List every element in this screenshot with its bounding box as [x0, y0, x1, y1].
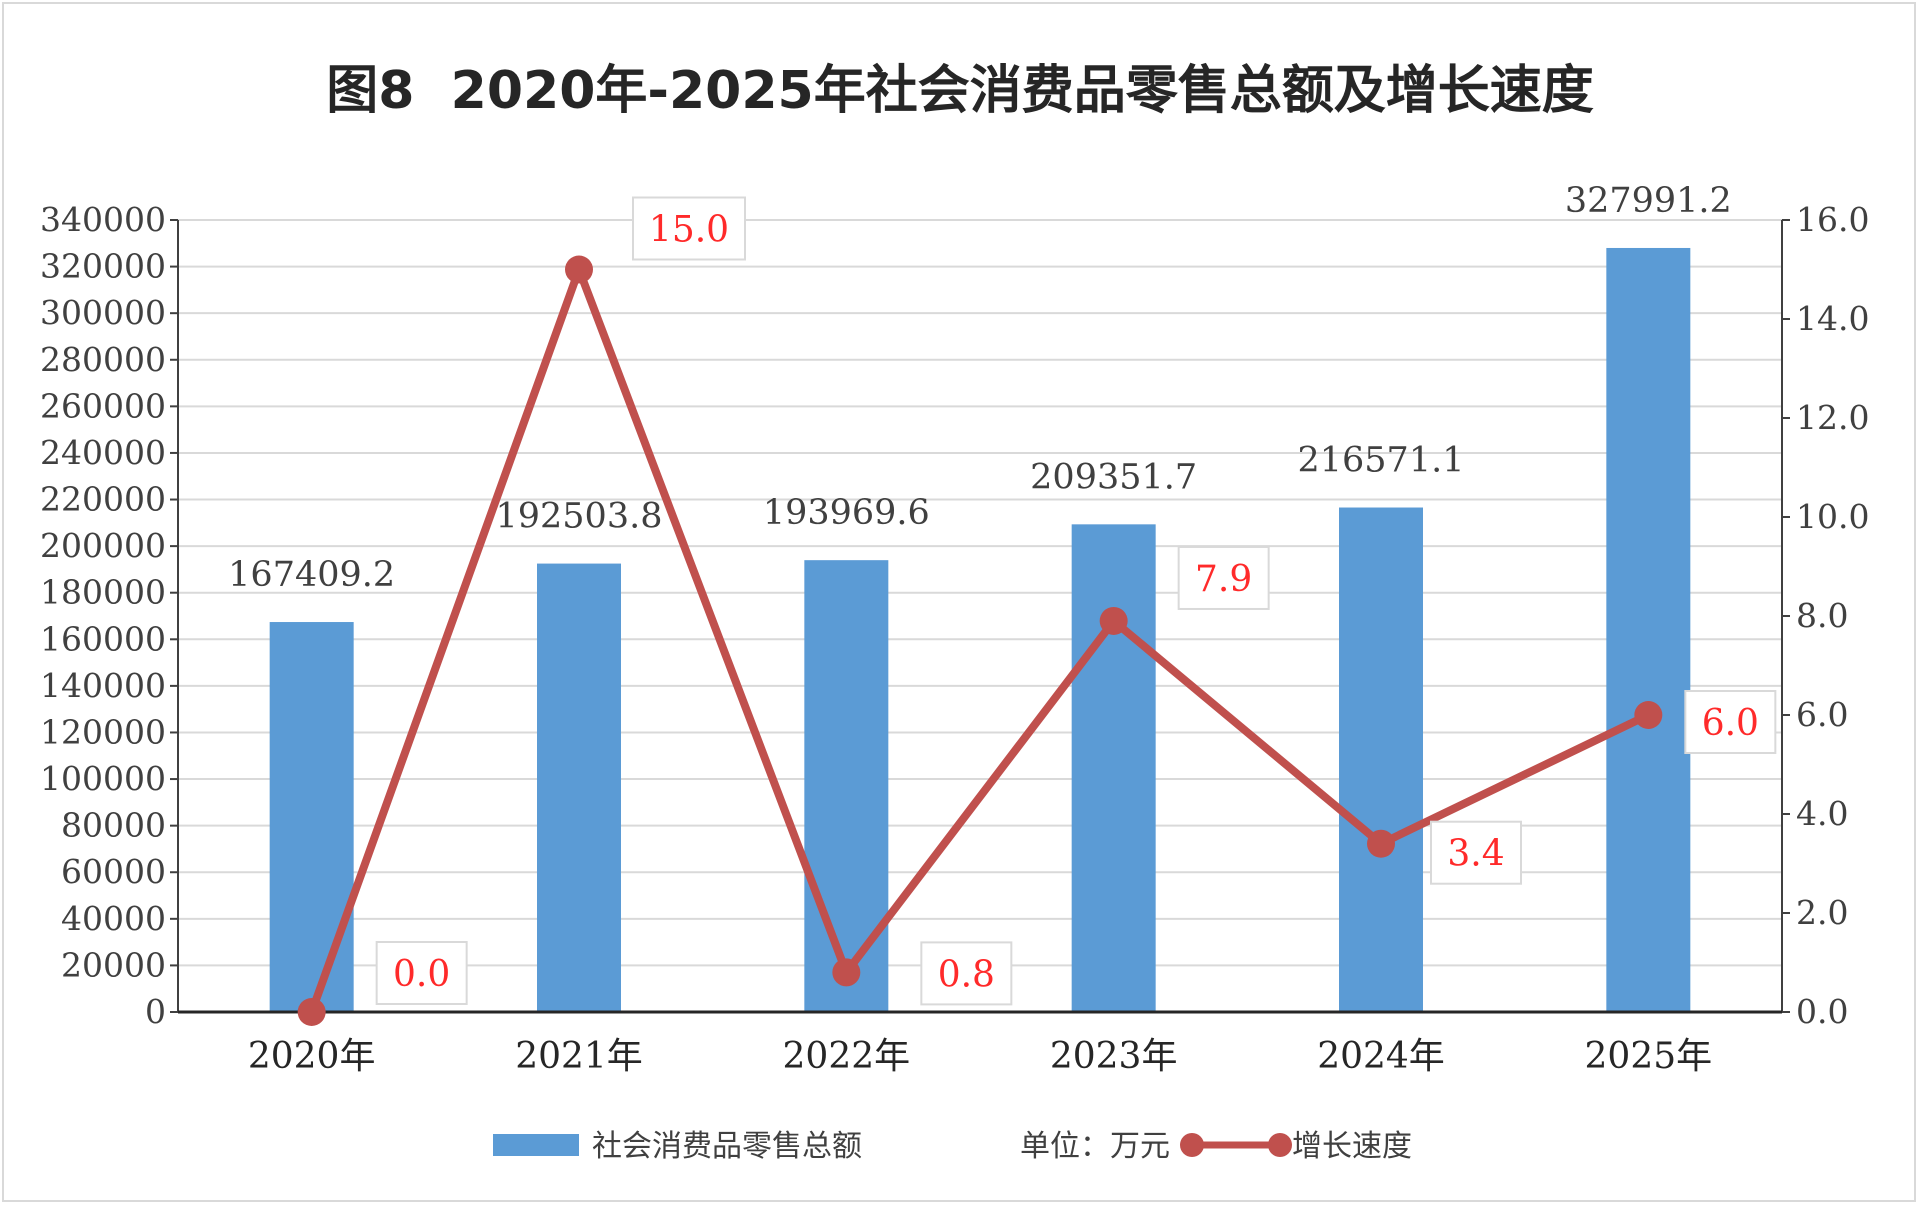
right-axis-tick-label: 8.0 [1796, 596, 1848, 635]
category-label: 2020年 [248, 1036, 376, 1077]
growth-label-box [1430, 820, 1522, 885]
right-axis-tick-label: 4.0 [1796, 794, 1848, 833]
left-axis-tick-label: 100000 [40, 759, 166, 798]
unit-text: 单位：万元 [1020, 1129, 1170, 1164]
right-axis-tick-label: 16.0 [1796, 200, 1869, 239]
left-axis-tick-label: 260000 [40, 386, 166, 425]
bar [1071, 524, 1156, 1012]
right-axis-tick-label: 0.0 [1796, 992, 1848, 1031]
left-axis-tick-label: 340000 [40, 200, 166, 239]
bar [1606, 247, 1691, 1012]
bar-series [269, 247, 1691, 1012]
line-series [297, 255, 1663, 1026]
growth-point [1634, 701, 1663, 729]
axes [170, 219, 1790, 1014]
legend-line-marker-right [1268, 1133, 1292, 1157]
legend: 社会消费品零售总额 单位：万元 增长速度 [493, 1129, 1412, 1164]
left-axis-tick-label: 60000 [61, 852, 166, 891]
left-axis-ticks: 0 20000 40000 60000 80000 100000 120000 140000 1… [40, 200, 166, 1031]
bar [269, 622, 354, 1012]
growth-data-label: 0.8 [938, 954, 995, 995]
growth-data-label: 7.9 [1195, 559, 1252, 600]
legend-bar-label: 社会消费品零售总额 [592, 1129, 862, 1164]
growth-point [297, 998, 326, 1026]
bar [804, 560, 889, 1012]
gridlines [178, 219, 1782, 967]
growth-point [1099, 606, 1128, 635]
right-axis-tick-label: 14.0 [1796, 299, 1869, 338]
left-axis-tick-label: 300000 [40, 293, 166, 332]
bar-data-label: 209351.7 [1030, 457, 1197, 497]
growth-data-label: 15.0 [649, 210, 729, 251]
category-axis-labels: 2020年 2021年 2022年 2023年 2024年 2025年 [248, 1036, 1712, 1077]
chart-title: 图8 2020年-2025年社会消费品零售总额及增长速度 [326, 61, 1594, 121]
left-axis-tick-label: 240000 [40, 433, 166, 472]
bar [537, 563, 621, 1012]
left-axis-tick-label: 120000 [40, 712, 166, 751]
category-label: 2025年 [1585, 1036, 1713, 1077]
bar-data-label: 193969.6 [763, 493, 930, 533]
legend-bar-swatch [493, 1134, 579, 1156]
left-axis-tick-label: 0 [145, 992, 166, 1031]
line-data-labels: 0.0 15.0 0.8 7.9 3.4 6.0 [375, 196, 1777, 1006]
bar-data-labels: 167409.2 192503.8 193969.6 209351.7 216571.1… [228, 181, 1732, 595]
bar-data-label: 327991.2 [1565, 181, 1732, 221]
left-axis-tick-label: 200000 [40, 526, 166, 565]
bar [1339, 507, 1423, 1012]
right-axis-tick-label: 10.0 [1796, 497, 1869, 536]
right-axis-tick-label: 2.0 [1796, 893, 1848, 932]
growth-label-box [1684, 690, 1777, 754]
bar-data-label: 192503.8 [495, 497, 662, 537]
right-axis-ticks: 0.0 2.0 4.0 6.0 8.0 10.0 12.0 14.0 16.0 [1796, 200, 1869, 1031]
growth-label-box [375, 941, 468, 1005]
category-label: 2022年 [783, 1036, 911, 1077]
left-axis-tick-label: 40000 [61, 899, 166, 938]
legend-line-marker-left [1180, 1133, 1204, 1157]
growth-data-label: 6.0 [1702, 703, 1759, 744]
growth-point [1367, 829, 1395, 858]
right-axis-tick-label: 12.0 [1796, 398, 1869, 437]
growth-data-label: 0.0 [393, 954, 450, 995]
left-axis-tick-label: 220000 [40, 480, 166, 519]
right-axis-tick-label: 6.0 [1796, 695, 1848, 734]
left-axis-tick-label: 80000 [61, 806, 166, 845]
growth-line [307, 265, 1651, 1014]
left-axis-tick-label: 280000 [40, 340, 166, 379]
category-label: 2023年 [1050, 1036, 1178, 1077]
left-axis-tick-label: 180000 [40, 573, 166, 612]
bar-data-label: 216571.1 [1297, 441, 1464, 481]
category-label: 2021年 [515, 1036, 643, 1077]
bar-data-label: 167409.2 [228, 555, 395, 595]
growth-label-box [632, 196, 746, 261]
left-axis-tick-label: 160000 [40, 619, 166, 658]
left-axis-tick-label: 140000 [40, 666, 166, 705]
left-axis-tick-label: 20000 [61, 945, 166, 984]
growth-label-box [1177, 545, 1270, 610]
category-label: 2024年 [1317, 1036, 1445, 1077]
growth-data-label: 3.4 [1447, 834, 1504, 875]
left-axis-tick-label: 320000 [40, 247, 166, 286]
growth-point [832, 958, 861, 987]
legend-line-label: 增长速度 [1292, 1129, 1412, 1164]
growth-label-box [920, 941, 1013, 1006]
growth-point [565, 255, 593, 284]
